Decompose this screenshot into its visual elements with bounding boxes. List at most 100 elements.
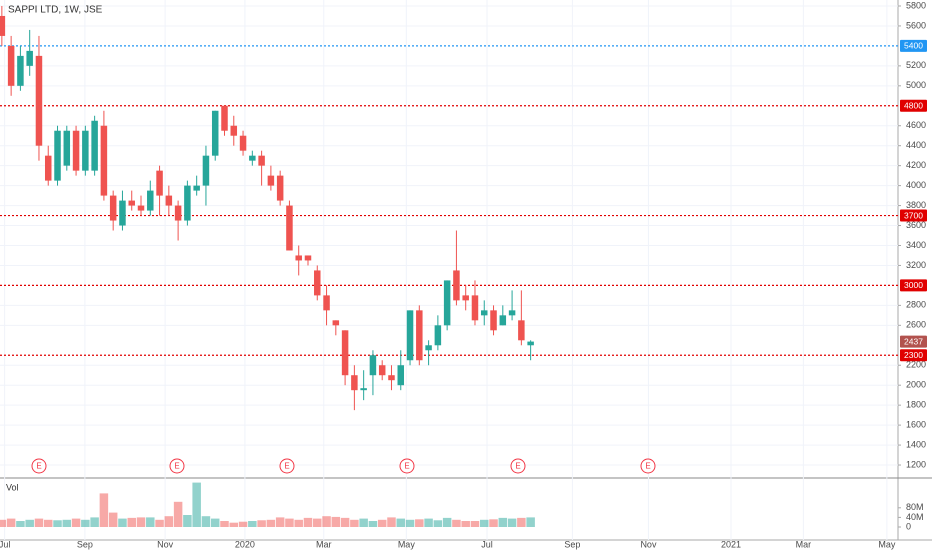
volume-bar [424, 518, 433, 527]
x-tick-label: May [878, 539, 896, 549]
candle-body [286, 205, 293, 251]
volume-bar [6, 518, 16, 527]
volume-bar [507, 518, 517, 527]
earnings-label: E [515, 462, 520, 471]
x-tick-label: May [398, 539, 416, 549]
volume-bar [220, 521, 229, 527]
x-tick-label: Nov [640, 539, 657, 549]
candle-body [508, 310, 516, 316]
candle-body [211, 110, 219, 156]
candle-body [295, 255, 302, 261]
volume-bar [155, 519, 164, 527]
candle-body [82, 130, 89, 171]
last-price-label: 2437 [904, 336, 923, 346]
volume-bar [275, 517, 285, 527]
volume-bar [266, 519, 276, 527]
volume-bar [16, 521, 25, 527]
level-label-box [900, 349, 927, 362]
earnings-marker [169, 458, 185, 474]
last-price-box [900, 335, 927, 348]
volume-bar [99, 493, 109, 527]
y-tick-label: 1600 [906, 419, 926, 429]
volume-bar [136, 517, 146, 527]
volume-bar [127, 517, 136, 527]
y-tick-label: 4200 [906, 160, 926, 170]
volume-bar [108, 512, 118, 527]
y-tick-label: 1200 [906, 459, 926, 469]
volume-bar [53, 520, 62, 527]
candle-body [462, 295, 469, 301]
volume-bar [210, 518, 220, 527]
volume-bar [257, 520, 266, 527]
candle-body [174, 205, 182, 221]
candle-body [128, 200, 135, 206]
candle-body [332, 320, 340, 326]
candle-body [35, 55, 43, 146]
volume-tick-label: 40M [906, 512, 924, 522]
volume-bar [183, 515, 192, 527]
chart-title: SAPPI LTD, 1W, JSE [8, 5, 103, 16]
candle-body [304, 255, 312, 261]
candle-body [258, 155, 265, 166]
earnings-marker [31, 458, 47, 474]
candle-body [119, 200, 126, 226]
volume-bar [71, 518, 81, 527]
volume-bar [81, 519, 90, 527]
x-tick-label: Mar [316, 539, 332, 549]
candle-body [499, 315, 507, 326]
x-tick-label: Jul [0, 539, 10, 549]
level-label-box [900, 99, 927, 112]
volume-bar [173, 501, 183, 527]
candle-body [7, 45, 15, 86]
x-tick-label: 2020 [235, 539, 255, 549]
candle-body [323, 295, 330, 311]
volume-bar [396, 518, 406, 527]
y-tick-label: 3400 [906, 240, 926, 250]
volume-bar [340, 517, 350, 527]
candle-body [443, 280, 451, 326]
y-tick-label: 3200 [906, 260, 926, 270]
volume-bar [359, 518, 368, 527]
volume-bar [498, 517, 508, 527]
y-tick-label: 3800 [906, 200, 926, 210]
candle-body [471, 295, 479, 321]
volume-tick-label: 80M [906, 502, 924, 512]
x-tick-label: Jul [481, 539, 493, 549]
volume-bar [387, 517, 396, 527]
candle-body [100, 125, 108, 196]
candle-body [72, 130, 80, 171]
volume-bar [461, 521, 470, 527]
level-label-box [900, 39, 927, 52]
candle-body [26, 50, 33, 66]
y-tick-label: 5200 [906, 60, 926, 70]
y-tick-label: 5800 [906, 0, 926, 10]
candle-body [63, 130, 71, 166]
candle-body [490, 310, 497, 331]
y-tick-label: 4000 [906, 180, 926, 190]
y-tick-label: 2000 [906, 380, 926, 390]
volume-bar [517, 517, 526, 527]
level-label: 3700 [904, 210, 923, 220]
volume-bar [146, 517, 155, 527]
candle-body [518, 320, 525, 341]
volume-label: Vol [6, 482, 19, 492]
x-tick-label: Sep [564, 539, 580, 549]
earnings-label: E [404, 462, 409, 471]
candle-body [434, 325, 442, 346]
volume-bar [331, 516, 341, 527]
volume-bar [442, 517, 452, 527]
y-tick-label: 1800 [906, 400, 926, 410]
y-tick-label: 3600 [906, 220, 926, 230]
candle-body [351, 375, 358, 391]
earnings-label: E [36, 462, 41, 471]
volume-bar [118, 518, 127, 527]
candle-body [109, 195, 117, 221]
candle-body [481, 310, 488, 316]
candle-body [249, 155, 256, 161]
candle-body [360, 388, 367, 391]
candle-body [156, 170, 163, 196]
volume-bar [192, 482, 201, 527]
candle-body [17, 55, 24, 86]
volume-bar [201, 516, 211, 527]
y-tick-label: 4400 [906, 140, 926, 150]
